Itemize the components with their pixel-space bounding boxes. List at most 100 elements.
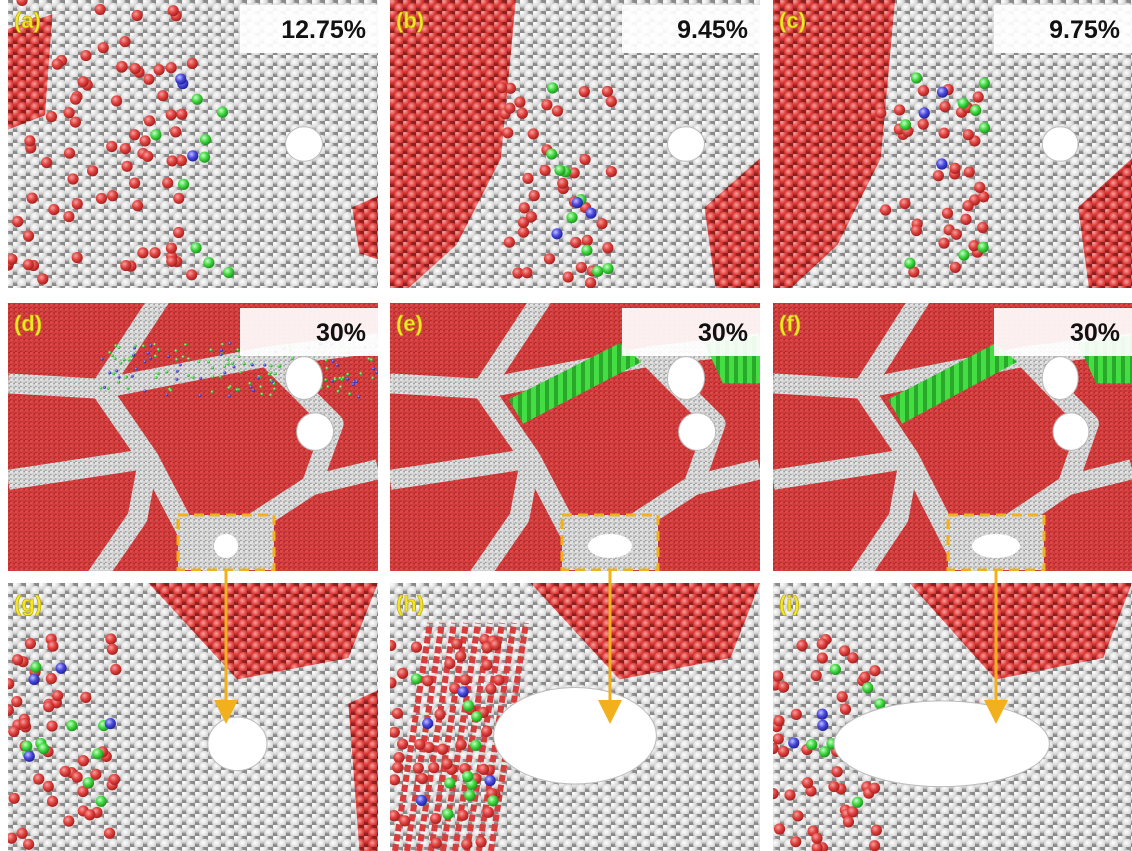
atom xyxy=(338,376,342,380)
atom xyxy=(191,375,195,379)
atom xyxy=(974,181,986,193)
atom xyxy=(156,371,160,375)
atom xyxy=(390,677,397,689)
atom xyxy=(97,42,109,54)
atom xyxy=(571,197,583,209)
panel-label: (d) xyxy=(14,311,42,336)
strain-label: 12.75% xyxy=(281,16,366,44)
atom xyxy=(80,49,92,62)
void xyxy=(1041,126,1079,162)
atom xyxy=(269,393,273,397)
atom xyxy=(174,349,178,353)
atom xyxy=(124,375,128,379)
atom xyxy=(16,827,28,839)
atom xyxy=(8,253,18,265)
atom xyxy=(546,148,558,160)
atom xyxy=(462,770,474,782)
atom xyxy=(175,357,179,361)
atom xyxy=(525,211,537,223)
atom xyxy=(199,376,203,380)
atom xyxy=(177,178,190,190)
atom xyxy=(216,106,229,118)
atom xyxy=(557,177,569,189)
red-region xyxy=(352,195,378,260)
atom xyxy=(110,663,122,676)
atom xyxy=(211,366,215,370)
atom xyxy=(828,780,840,793)
void xyxy=(588,534,632,558)
panel-label: (g) xyxy=(14,591,42,616)
atom xyxy=(256,376,260,380)
atom xyxy=(932,170,945,182)
atom xyxy=(369,358,373,362)
red-region xyxy=(1078,158,1132,288)
atom xyxy=(143,73,155,85)
atom xyxy=(250,363,254,367)
atom xyxy=(130,374,134,378)
atom xyxy=(568,167,580,179)
red-region xyxy=(704,158,760,288)
atom xyxy=(331,359,335,363)
atom xyxy=(226,357,230,361)
atom xyxy=(410,641,423,653)
atom xyxy=(484,774,496,787)
atom xyxy=(95,795,107,807)
atom xyxy=(936,158,948,170)
red-region xyxy=(348,690,378,851)
atom xyxy=(11,696,23,708)
atom xyxy=(575,261,587,274)
atom xyxy=(166,155,178,167)
void xyxy=(667,356,705,400)
atom xyxy=(148,356,152,360)
atom xyxy=(128,129,141,141)
grain-boundary xyxy=(474,383,624,571)
atom xyxy=(899,119,912,131)
atom xyxy=(792,810,804,822)
atom xyxy=(481,659,493,671)
atom xyxy=(238,370,242,374)
atom xyxy=(134,367,138,371)
atom xyxy=(811,842,823,851)
atom xyxy=(63,210,75,223)
atom xyxy=(166,354,170,358)
atom xyxy=(847,806,859,818)
grain-boundary xyxy=(850,456,920,571)
atom xyxy=(273,372,277,376)
atom xyxy=(941,207,954,219)
panel-label: (e) xyxy=(396,311,423,336)
atom xyxy=(960,213,972,225)
atom xyxy=(551,228,563,240)
atom xyxy=(154,375,158,379)
atom xyxy=(390,810,400,822)
grain-boundary xyxy=(88,456,159,571)
atom xyxy=(416,772,428,785)
atom xyxy=(227,394,231,398)
panel-label: (i) xyxy=(779,591,800,616)
atom xyxy=(816,638,828,650)
strain-label: 30% xyxy=(316,319,366,347)
atom xyxy=(414,738,426,750)
atom xyxy=(108,773,121,786)
atom xyxy=(977,221,989,234)
atom xyxy=(543,253,556,265)
atom xyxy=(42,780,54,793)
atom xyxy=(868,782,881,794)
atom xyxy=(105,633,117,645)
atom xyxy=(8,704,14,716)
atom xyxy=(457,686,469,698)
atom xyxy=(777,681,790,693)
atom xyxy=(493,674,505,686)
red-region xyxy=(148,583,378,680)
atom xyxy=(939,101,951,113)
atom xyxy=(546,82,559,94)
atom xyxy=(910,224,922,237)
atom xyxy=(269,364,273,368)
atom xyxy=(211,375,215,379)
atom xyxy=(48,203,60,216)
strain-box xyxy=(240,5,378,53)
atom xyxy=(33,773,45,785)
atom xyxy=(442,808,454,820)
atom xyxy=(810,669,822,682)
atom xyxy=(178,363,182,367)
atom xyxy=(514,96,526,108)
